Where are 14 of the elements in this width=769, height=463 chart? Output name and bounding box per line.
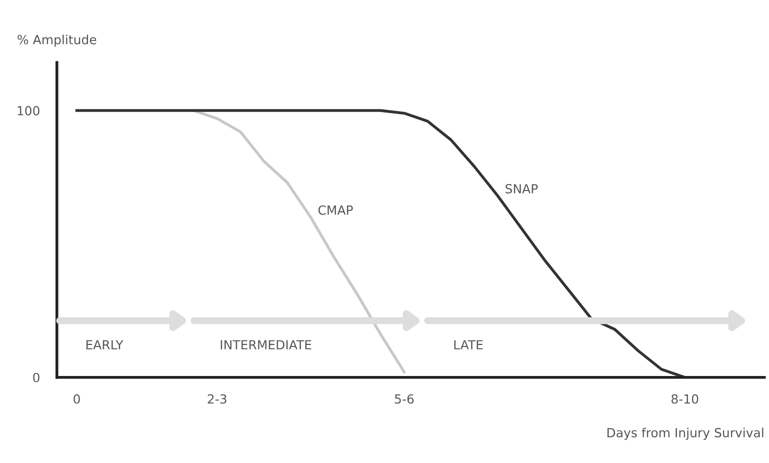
y-tick-label: 100 (18, 106, 40, 116)
x-tick-label: 5-6 (394, 394, 414, 404)
x-tick-label: 2-3 (208, 394, 226, 404)
series-label: CMAP (318, 205, 353, 215)
series-label: SNAP (506, 184, 538, 194)
x-axis-title: Days from Injury Survival (607, 428, 764, 440)
x-tick-label: 8-10 (672, 394, 698, 404)
annotation: INTERMEDIATE (220, 340, 312, 350)
x-tick-label: 0 (74, 394, 80, 404)
y-axis-title: % Amplitude (18, 34, 96, 47)
line-series (75, 109, 686, 378)
annotation: LATE (454, 340, 483, 350)
annotation: EARLY (86, 340, 124, 350)
line-series (192, 109, 406, 374)
